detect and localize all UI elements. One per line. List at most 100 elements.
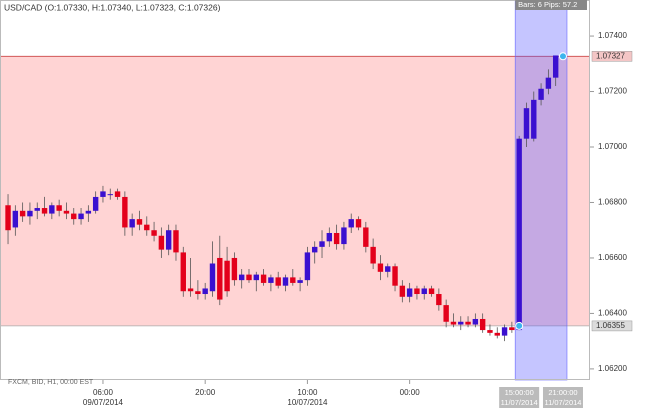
candle-body [465,321,471,325]
candle-body [202,288,208,295]
time-label-box [499,387,540,408]
candle-body [151,230,157,236]
candle-body [41,208,48,214]
candle-body [253,274,259,281]
candle-body [122,196,128,228]
candle-body [107,194,113,196]
source: FXCM, BID, H1, 00:00 EST [8,379,94,386]
candle-body [355,219,362,228]
candle-body [231,257,238,281]
x-tick-label: 20:00 [195,388,216,397]
candle-body [78,213,84,220]
candle-body [49,205,55,214]
candle-body [12,210,19,228]
candle-body [92,196,99,211]
candle-body [260,274,267,283]
candle-body [348,219,354,228]
candle-body [428,288,435,295]
y-tick-label: 1.06600 [598,253,627,262]
candle-body [531,99,537,139]
candle-body [494,332,500,336]
candle-body [63,210,70,214]
x-tick-date: 09/07/2014 [83,398,124,407]
candle-body [100,191,106,197]
candle-body [144,224,150,231]
candle-body [129,219,135,228]
candle-body [479,318,486,331]
candle-body [363,227,369,247]
candle-body [399,285,406,297]
x-tick-label: 06:00 [93,388,114,397]
candle-body [436,294,442,306]
candle-body [326,232,333,242]
candle-body [472,318,479,325]
candle-body [85,210,92,214]
candle-body [333,232,340,245]
time-date: 11/07/2014 [544,398,581,407]
candle-body [282,277,289,286]
candle-body [209,263,216,292]
time-label-box [542,387,583,408]
time-date: 11/07/2014 [501,398,538,407]
candle-body [217,257,223,300]
candle-body [501,327,508,336]
candle-body [195,291,201,295]
candle-body [136,219,143,225]
candle-body [238,274,245,281]
candle-body [538,88,544,100]
candle-body [34,208,40,211]
chart-title: USD/CAD (O:1.07330, H:1.07340, L:1.07323… [4,2,221,12]
time-label: 15:00:00 [505,388,534,397]
candle-body [516,138,522,331]
time-label: 21:00:00 [548,388,577,397]
candle-body [377,263,384,272]
candle-body [414,288,420,295]
candle-body [487,330,493,333]
price-label-box [591,51,633,62]
candle-body [406,288,413,297]
candle-body [421,288,427,295]
x-tick-date: 10/07/2014 [287,398,328,407]
candle-body [319,241,325,247]
plot-frame [0,0,590,380]
candle-body [268,277,274,283]
candle-body [19,210,26,217]
candle-body [27,210,33,217]
anchor [515,321,524,330]
candle-body [458,321,464,325]
y-tick-label: 1.07200 [598,87,627,96]
candle-body [392,266,398,286]
plot [0,0,590,381]
x-tick-label: 00:00 [400,388,421,397]
selection-info-box [515,0,587,10]
price-label-box [591,320,633,332]
price-label: 1.06355 [596,321,625,330]
candle-body [312,246,318,253]
candle-body [165,230,172,250]
y-tick-label: 1.06800 [598,198,627,207]
candle-body [158,235,165,250]
candle-body [523,108,530,139]
candle-body [224,260,230,292]
price-label: 1.07327 [596,51,625,60]
candle-body [5,205,11,231]
y-tick-label: 1.07400 [598,31,627,40]
x-tick-label: 10:00 [297,388,318,397]
candle-body [552,55,559,78]
candle-body [56,205,62,211]
candle-body [290,277,296,283]
candle-body [275,277,281,286]
y-tick-label: 1.06200 [598,364,627,373]
candle-body [173,230,179,253]
candle-body [341,227,347,245]
candle-body [545,77,552,89]
candle-body [114,191,121,197]
candle-body [297,280,303,283]
anchor [558,52,567,61]
candle-body [385,266,391,272]
candle-body [71,213,77,220]
candle-body [443,305,449,322]
candle-body [246,274,252,281]
